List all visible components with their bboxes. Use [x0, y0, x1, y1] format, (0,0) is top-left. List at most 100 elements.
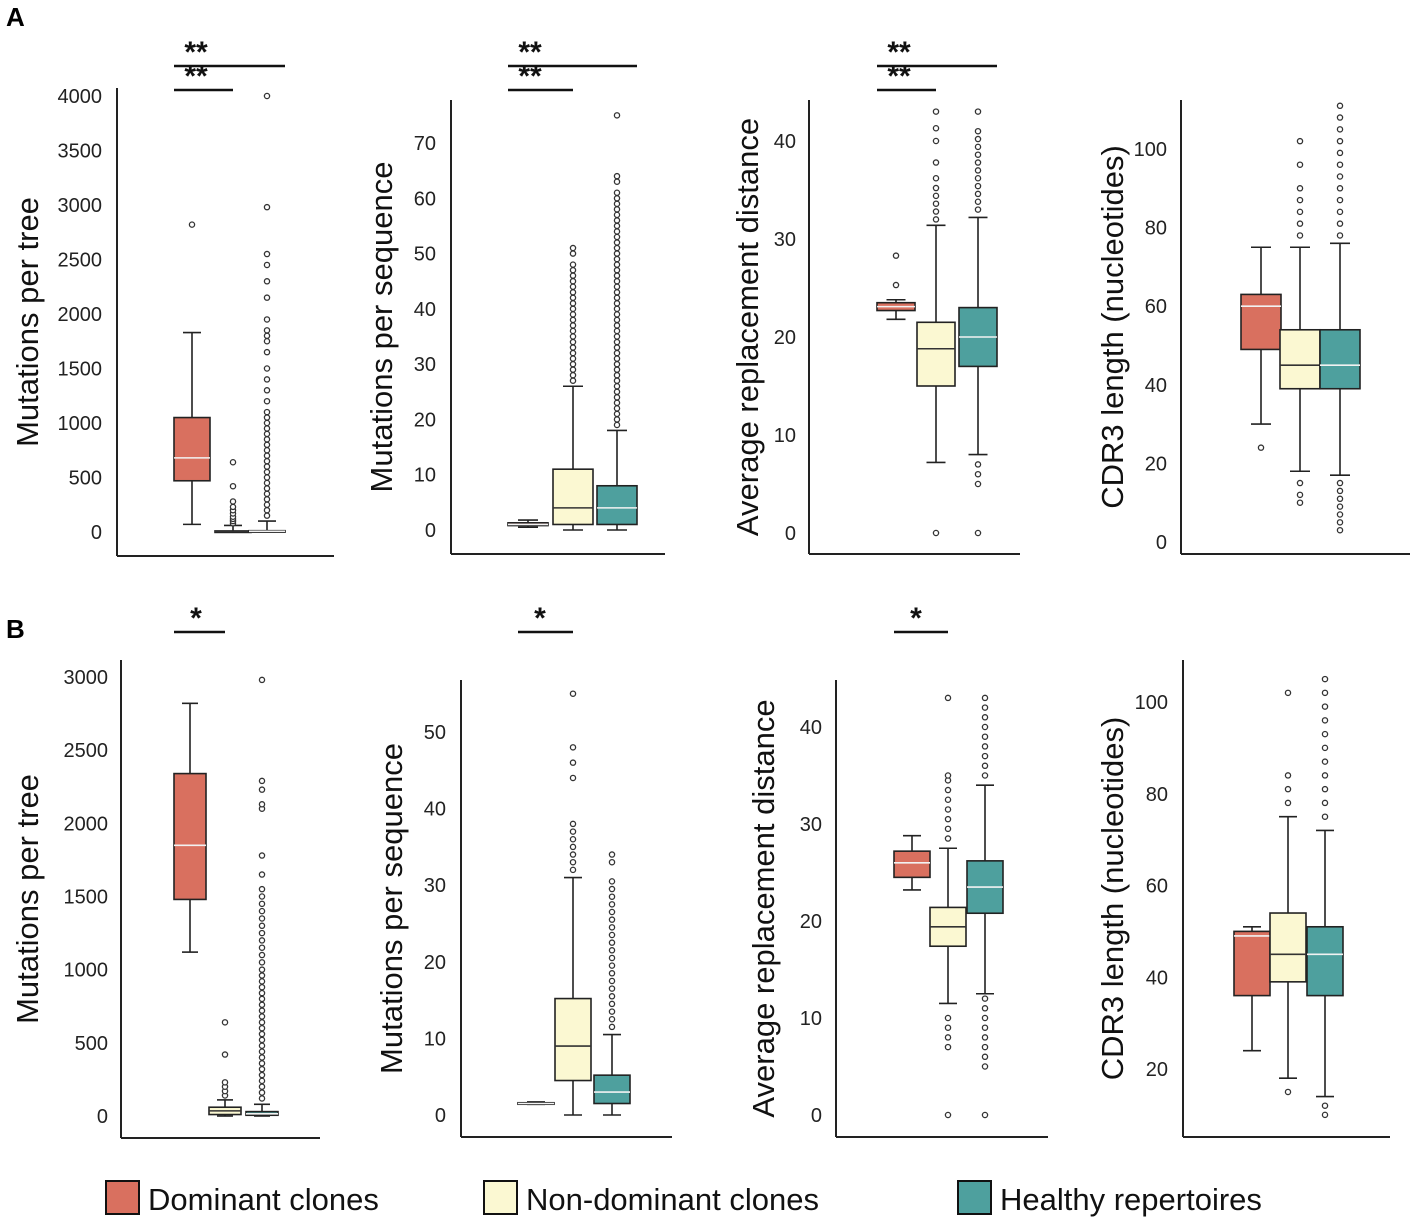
- outlier-point-nondominant-b3-5: [944, 835, 952, 842]
- outlier-point-healthy-a2-42: [613, 189, 621, 197]
- outlier-point-healthy-b4-4: [1321, 785, 1329, 793]
- y-tick-label-a2-5: 50: [414, 244, 436, 266]
- significance-star-b1-0: *: [190, 602, 202, 635]
- box-nondominant-a4: [1279, 137, 1321, 506]
- chart-b1: 0 500 1000 1500 2000 2500 3000 Mutations per tr…: [10, 602, 320, 1139]
- outlier-point-healthy-b1-23: [258, 959, 266, 966]
- outlier-point-healthy-b3-10: [981, 762, 989, 770]
- outlier-point-healthy-b2-4: [608, 993, 616, 1000]
- outlier-point-nondominant-a2-4: [569, 355, 577, 362]
- outlier-point-healthy-a4-10: [1336, 196, 1344, 204]
- outlier-point-nondominant-a3-9: [932, 125, 940, 132]
- outlier-point-nondominant-b3-12: [944, 772, 952, 779]
- outlier-point-healthy-a2-12: [613, 355, 621, 362]
- outlier-point-healthy-a1-10: [263, 457, 271, 465]
- box-nondominant-b1: [208, 1019, 242, 1117]
- outlier-point-healthy-a1-21: [263, 387, 271, 394]
- legend-swatch-healthy: [957, 1180, 992, 1215]
- outlier-point-nondominant-a2-23: [569, 244, 577, 252]
- outlier-point-healthy-a4-6: [1336, 479, 1344, 487]
- outlier-point-healthy-a4-18: [1336, 102, 1344, 110]
- outlier-point-healthy-a3-10: [974, 159, 982, 166]
- outlier-point-nondominant-a2-7: [569, 338, 577, 346]
- box-body-nondominant-a3: [916, 321, 956, 387]
- significance-star-a1-1: **: [184, 36, 208, 69]
- outlier-point-healthy-a3-13: [974, 135, 982, 143]
- y-tick-label-b4-4: 100: [1135, 692, 1168, 714]
- outlier-point-nondominant-b4-4: [1284, 689, 1292, 697]
- outlier-point-nondominant-a3-4: [932, 192, 940, 200]
- y-tick-label-a1-8: 4000: [58, 86, 103, 108]
- outlier-point-nondominant-a3-1: [932, 216, 940, 223]
- outlier-point-nondominant-a2-19: [569, 272, 577, 279]
- outlier-point-nondominant-b4-3: [1284, 772, 1292, 779]
- outlier-point-healthy-b1-38: [258, 786, 266, 793]
- outlier-point-nondominant-a2-22: [569, 250, 577, 257]
- outlier-point-healthy-a2-4: [613, 399, 621, 407]
- outlier-point-healthy-a4-17: [1336, 114, 1344, 121]
- y-tick-label-a1-4: 2000: [58, 304, 103, 326]
- outlier-point-healthy-a3-14: [974, 127, 982, 135]
- outlier-point-healthy-a4-7: [1336, 232, 1344, 239]
- y-tick-label-a1-1: 500: [69, 468, 102, 490]
- outlier-point-healthy-a2-37: [613, 217, 621, 224]
- outlier-point-nondominant-a2-10: [569, 322, 577, 329]
- outlier-point-nondominant-a4-0: [1296, 499, 1304, 506]
- outlier-point-healthy-a1-30: [263, 278, 271, 285]
- outlier-point-dominant-a4-0: [1257, 444, 1265, 451]
- y-tick-label-a4-4: 80: [1145, 218, 1167, 240]
- outlier-point-healthy-b1-30: [258, 907, 266, 915]
- outlier-point-healthy-b1-5: [258, 1065, 266, 1073]
- outlier-point-healthy-b1-17: [258, 995, 266, 1003]
- chart-b2: 0 10 20 30 40 50 Mutations per sequence *: [374, 602, 672, 1138]
- outlier-point-healthy-b1-34: [258, 871, 266, 878]
- outlier-point-healthy-a2-44: [613, 172, 621, 180]
- y-axis-title-a4: CDR3 length (nucleotides): [1095, 145, 1130, 509]
- outlier-point-healthy-a2-1: [613, 416, 621, 423]
- outlier-point-healthy-b2-18: [608, 885, 616, 893]
- outlier-point-healthy-b1-21: [258, 972, 266, 979]
- box-body-healthy-a2: [596, 484, 638, 526]
- box-body-nondominant-b2: [554, 997, 592, 1082]
- outlier-point-healthy-b1-28: [258, 922, 266, 930]
- outlier-point-healthy-b2-6: [608, 977, 616, 985]
- outlier-point-healthy-a2-38: [613, 211, 621, 219]
- box-nondominant-b3: [929, 694, 967, 1119]
- y-tick-label-a2-2: 20: [414, 409, 436, 431]
- box-dominant-a1: [173, 221, 211, 526]
- outlier-point-healthy-b3-9: [981, 772, 989, 779]
- outlier-point-nondominant-a2-8: [569, 333, 577, 340]
- outlier-point-nondominant-a4-5: [1296, 208, 1304, 216]
- outlier-point-healthy-b3-13: [981, 733, 989, 740]
- outlier-point-healthy-a1-26: [263, 332, 271, 340]
- box-body-healthy-b4: [1306, 925, 1344, 997]
- outlier-point-healthy-b2-13: [608, 924, 616, 931]
- outlier-point-healthy-a1-1: [263, 506, 271, 514]
- outlier-point-healthy-b1-39: [258, 777, 266, 785]
- y-tick-label-b2-5: 50: [424, 722, 446, 744]
- outlier-point-healthy-b1-3: [258, 1077, 266, 1085]
- outlier-point-healthy-b3-7: [981, 1005, 989, 1012]
- outlier-point-healthy-b4-8: [1321, 730, 1329, 738]
- outlier-point-nondominant-a2-5: [569, 349, 577, 357]
- outlier-point-healthy-b2-20: [608, 858, 616, 866]
- outlier-point-healthy-b1-19: [258, 983, 266, 991]
- outlier-point-nondominant-a2-20: [569, 266, 577, 274]
- y-axis-title-b2: Mutations per sequence: [374, 743, 409, 1074]
- outlier-point-healthy-b4-0: [1321, 1111, 1329, 1119]
- outlier-point-healthy-b1-1: [258, 1089, 266, 1096]
- outlier-point-nondominant-b2-10: [569, 690, 577, 697]
- outlier-point-nondominant-b3-7: [944, 815, 952, 823]
- legend-label-nondominant: Non-dominant clones: [526, 1182, 819, 1217]
- outlier-point-healthy-a4-14: [1336, 149, 1344, 157]
- outlier-point-nondominant-a4-8: [1296, 161, 1304, 168]
- y-tick-label-b2-3: 30: [424, 875, 446, 897]
- box-body-nondominant-a2: [552, 468, 594, 526]
- outlier-point-healthy-b3-14: [981, 723, 989, 731]
- y-tick-label-a1-2: 1000: [58, 413, 103, 435]
- outlier-point-nondominant-a3-3: [932, 200, 940, 207]
- legend-label-healthy: Healthy repertoires: [1000, 1182, 1262, 1217]
- outlier-point-healthy-b3-3: [981, 1043, 989, 1051]
- outlier-point-nondominant-a2-12: [569, 311, 577, 318]
